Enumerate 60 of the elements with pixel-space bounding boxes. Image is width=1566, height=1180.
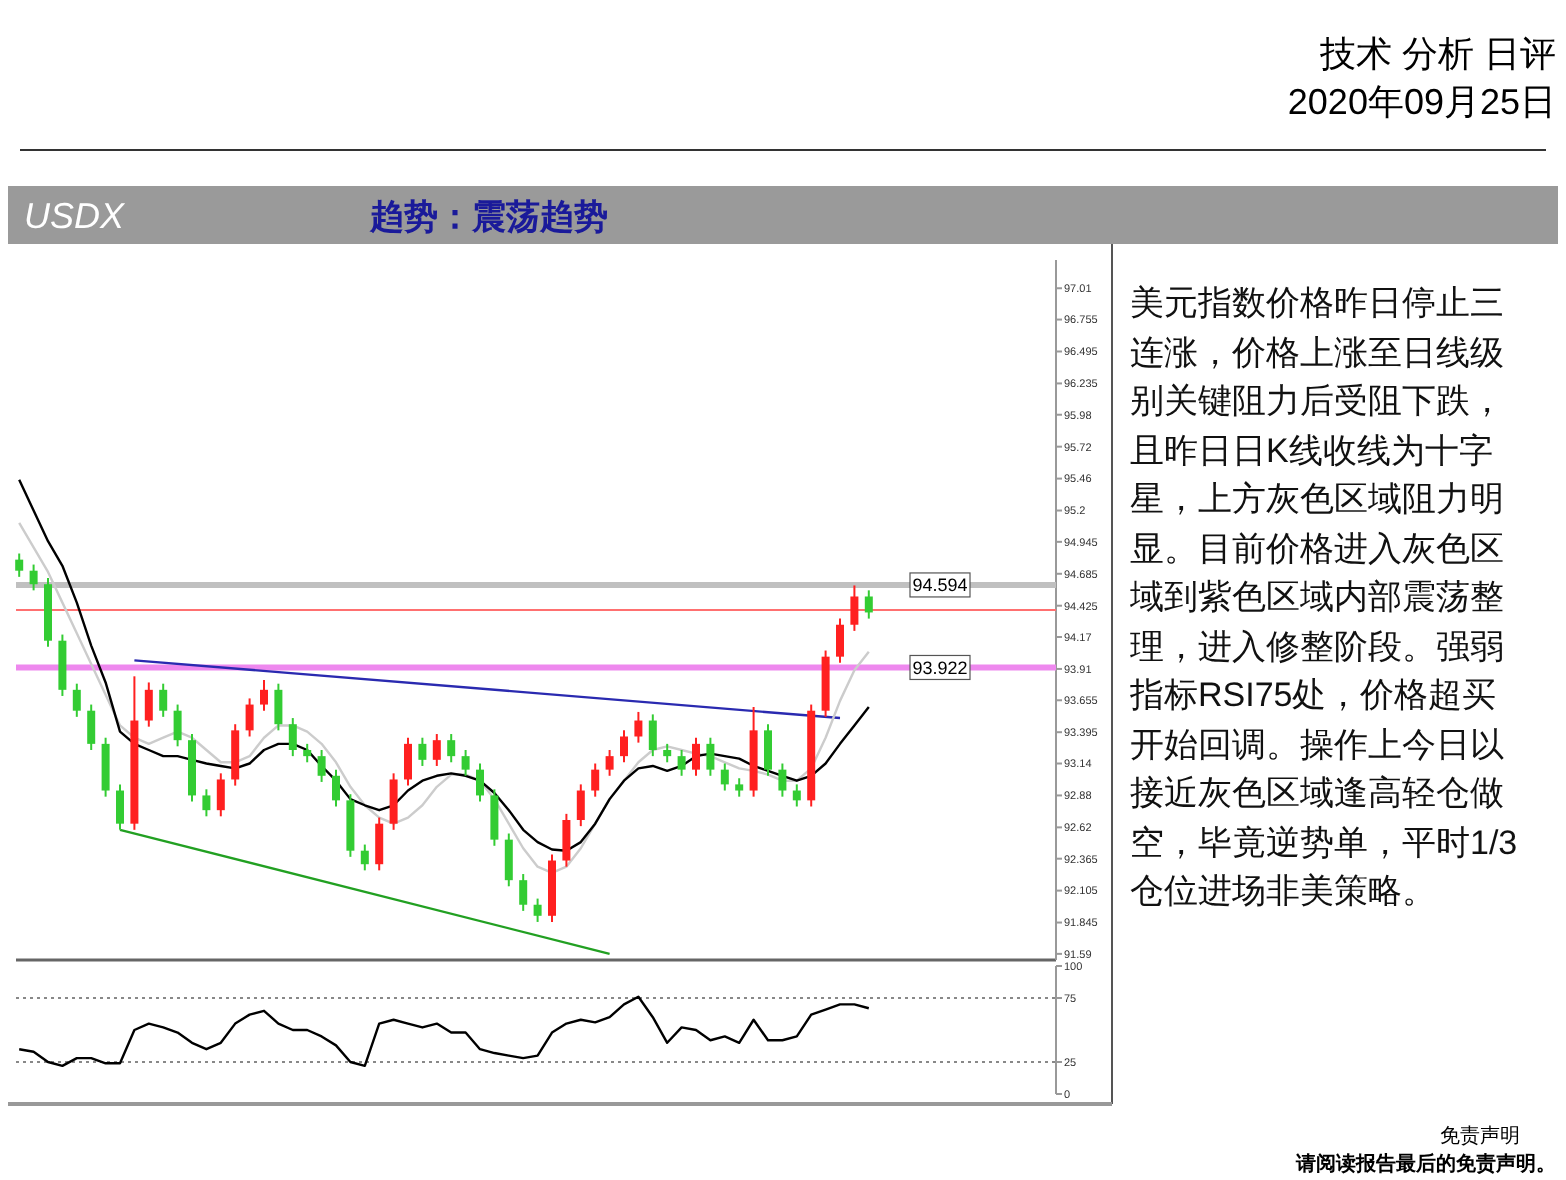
candlestick xyxy=(260,679,268,712)
candlestick xyxy=(72,682,81,718)
candlestick xyxy=(29,563,38,592)
candlestick xyxy=(87,703,96,751)
text: 美元指数价格昨日停止三连涨，价格上涨至日线级别关键阻力后受阻下跌，且昨日日K线收线为十字星，上方灰色区域阻力明显。目前价格进入灰色区域到紫色区域内部震荡整理，进入修整阶段。强弱指标RSI75处，价格超买开始回调。操作上今日以接近灰色区域逢高轻仓做空，毕竟逆势单，平时1/3仓位进场非美策略。 xyxy=(1130,284,1518,910)
candlestick xyxy=(620,729,628,764)
candlestick xyxy=(504,832,513,888)
ref-line-label: 93.922 xyxy=(912,657,968,678)
candlestick xyxy=(850,584,859,632)
candlestick xyxy=(447,733,456,764)
text: 免责声明 xyxy=(1440,1124,1520,1148)
candlestick xyxy=(576,783,585,828)
candlestick xyxy=(605,749,614,777)
candlestick xyxy=(288,717,297,758)
candlestick xyxy=(101,736,110,798)
candlestick xyxy=(706,736,715,777)
candlestick xyxy=(461,749,470,777)
candlestick xyxy=(692,736,700,777)
candlestick xyxy=(778,762,787,798)
candlestick xyxy=(663,742,672,764)
candlestick xyxy=(202,788,211,818)
candlestick xyxy=(591,762,600,798)
candlestick xyxy=(404,736,412,787)
candlestick xyxy=(476,762,484,803)
candlestick xyxy=(836,617,844,664)
text: 2020年09月25日 xyxy=(1287,82,1556,122)
candlestick xyxy=(245,697,254,738)
candlestick xyxy=(519,873,528,912)
candlestick xyxy=(720,762,729,792)
candlestick xyxy=(648,713,657,758)
candlestick xyxy=(303,742,312,764)
candlestick xyxy=(144,681,153,728)
candlestick xyxy=(173,703,182,748)
candlestick xyxy=(216,772,225,818)
chart-subtitle: 趋势：震荡趋势 xyxy=(368,198,608,238)
candlestick xyxy=(317,749,326,783)
candlestick xyxy=(418,736,427,767)
chart-title: USDX xyxy=(24,196,127,236)
candlestick xyxy=(792,783,801,808)
candlestick xyxy=(562,812,571,868)
candlestick xyxy=(389,772,398,831)
candlestick xyxy=(735,777,744,798)
candlestick xyxy=(116,783,124,831)
candlestick xyxy=(332,768,340,808)
candlestick xyxy=(375,816,384,872)
candlestick xyxy=(533,897,542,923)
candlestick xyxy=(432,733,441,767)
candlestick xyxy=(360,843,369,872)
candlestick xyxy=(490,788,499,847)
candlestick xyxy=(159,682,168,718)
text: 请阅读报告最后的免责声明。 xyxy=(1294,1152,1556,1176)
ref-line-label: 94.594 xyxy=(912,575,968,596)
candlestick xyxy=(677,749,686,777)
candlestick xyxy=(15,552,24,578)
candlestick xyxy=(864,589,873,620)
candlestick xyxy=(634,710,643,744)
text: 技术 分析 日评 xyxy=(1317,34,1556,74)
line-series xyxy=(18,995,870,1068)
candlestick xyxy=(274,682,283,732)
candlestick xyxy=(764,723,772,777)
